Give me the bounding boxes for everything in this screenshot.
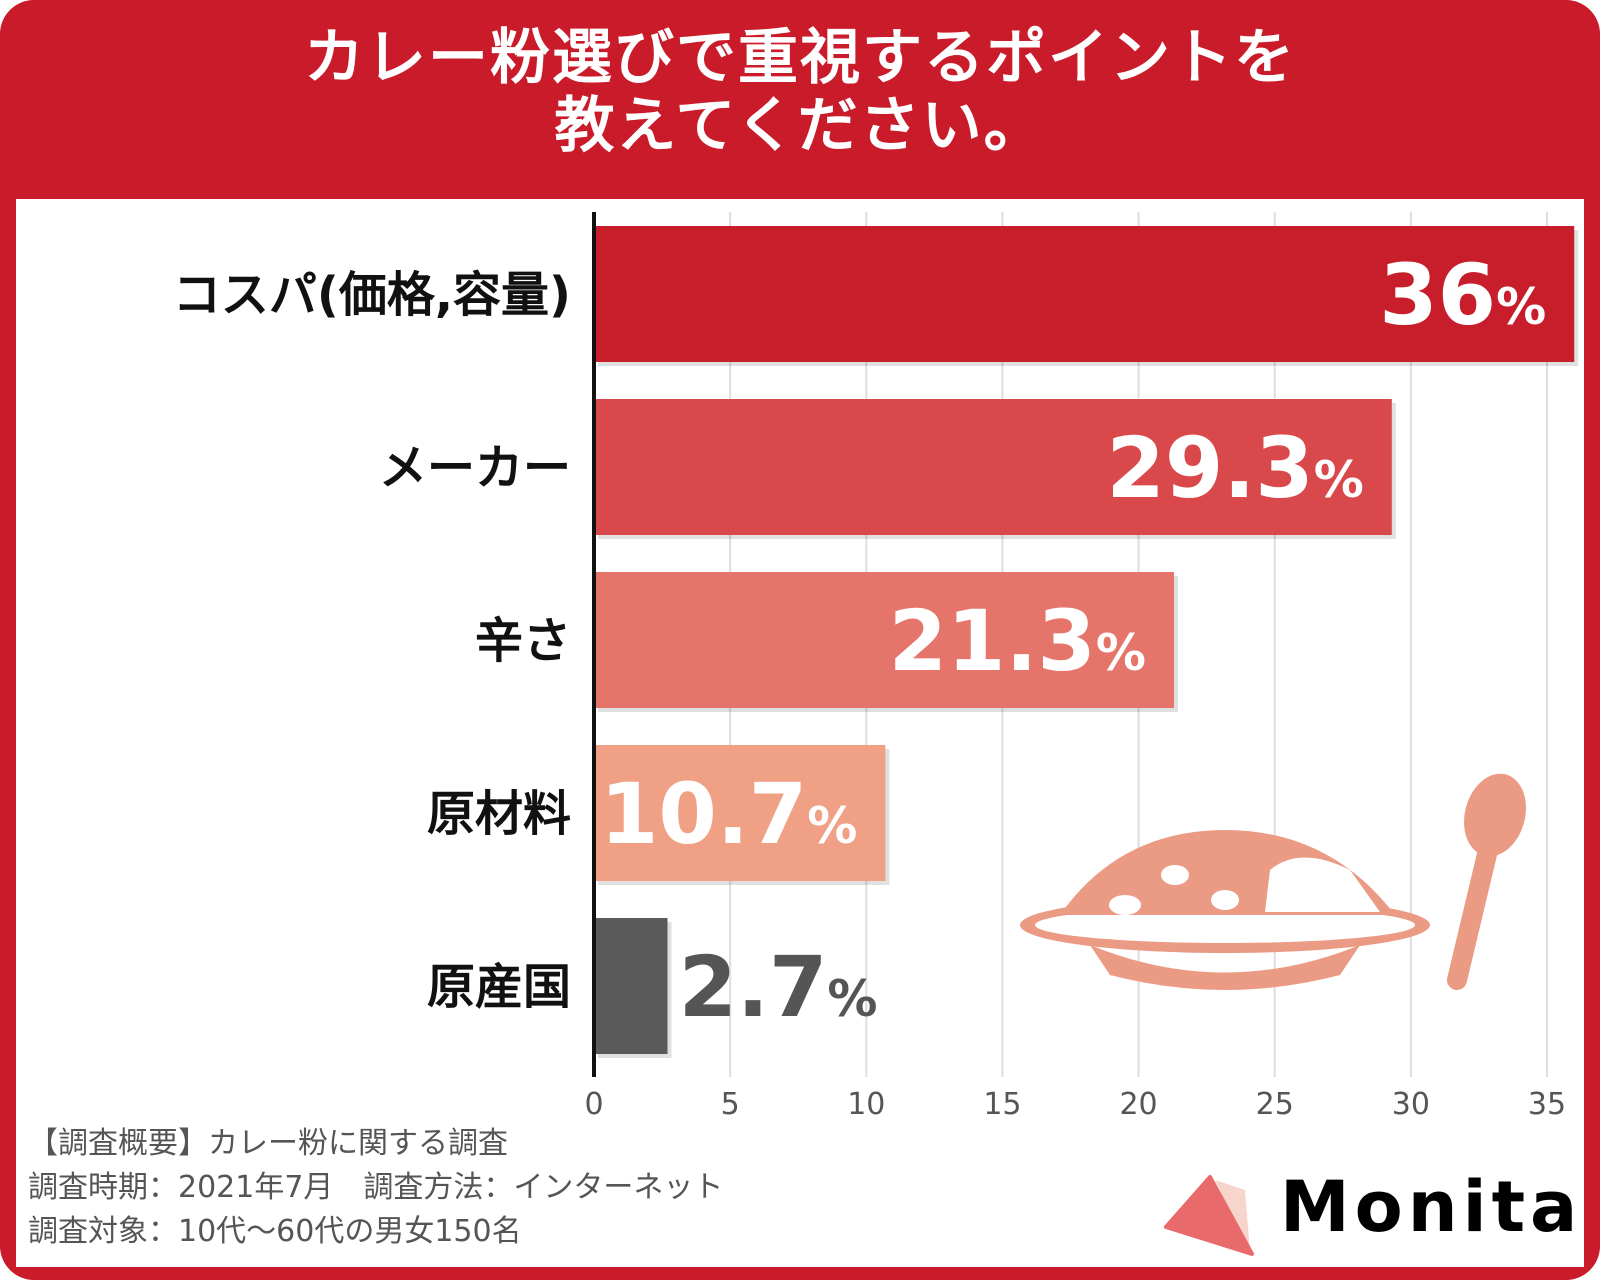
x-tick-label: 30 <box>1392 1087 1430 1122</box>
value-label: 10.7% <box>600 765 857 863</box>
x-tick-label: 25 <box>1256 1087 1294 1122</box>
curry-chunk <box>1161 865 1189 885</box>
category-label: メーカー <box>379 440 571 496</box>
value-label: 21.3% <box>889 592 1146 690</box>
x-tick-label: 35 <box>1528 1087 1566 1122</box>
logo-text: Monita <box>1280 1166 1583 1248</box>
x-tick-label: 10 <box>847 1087 885 1122</box>
value-label: 29.3% <box>1106 419 1363 517</box>
category-label: 原材料 <box>427 786 571 842</box>
category-label: コスパ(価格,容量) <box>173 267 571 323</box>
bar <box>594 399 1392 535</box>
category-label: 原産国 <box>427 959 571 1015</box>
curry-chunk <box>1109 895 1141 915</box>
footer-line: 【調査概要】カレー粉に関する調査 <box>28 1126 508 1161</box>
bar <box>594 918 668 1054</box>
curry-plate-illustration <box>1020 773 1526 990</box>
category-label: 辛さ <box>475 613 571 669</box>
survey-footer: 【調査概要】カレー粉に関する調査 調査時期：2021年7月 調査方法：インターネ… <box>28 1122 723 1254</box>
bar <box>594 226 1575 362</box>
curry-chunk <box>1211 890 1239 910</box>
footer-line: 調査対象：10代〜60代の男女150名 <box>28 1214 522 1249</box>
bar <box>594 745 886 881</box>
x-tick-label: 0 <box>584 1087 603 1122</box>
spoon-head <box>1464 773 1526 857</box>
x-tick-label: 15 <box>983 1087 1021 1122</box>
spoon-handle <box>1447 840 1498 990</box>
value-label: 36% <box>1379 246 1546 344</box>
rice <box>1265 857 1380 912</box>
bar <box>594 572 1174 708</box>
value-label: 2.7% <box>679 938 878 1036</box>
plate-base <box>1090 945 1360 990</box>
title-line-2: 教えてください。 <box>554 91 1046 161</box>
plate-rim-highlight <box>1035 907 1415 943</box>
chart-title: カレー粉選びで重視するポイントを 教えてください。 <box>0 24 1600 160</box>
logo-triangle-icon <box>1164 1175 1254 1256</box>
footer-line: 調査時期：2021年7月 調査方法：インターネット <box>28 1170 724 1205</box>
monita-logo: Monita <box>1160 1166 1580 1262</box>
title-line-1: カレー粉選びで重視するポイントを <box>304 23 1296 93</box>
x-tick-label: 20 <box>1119 1087 1157 1122</box>
x-tick-label: 5 <box>721 1087 740 1122</box>
chart-area <box>16 199 1584 1267</box>
